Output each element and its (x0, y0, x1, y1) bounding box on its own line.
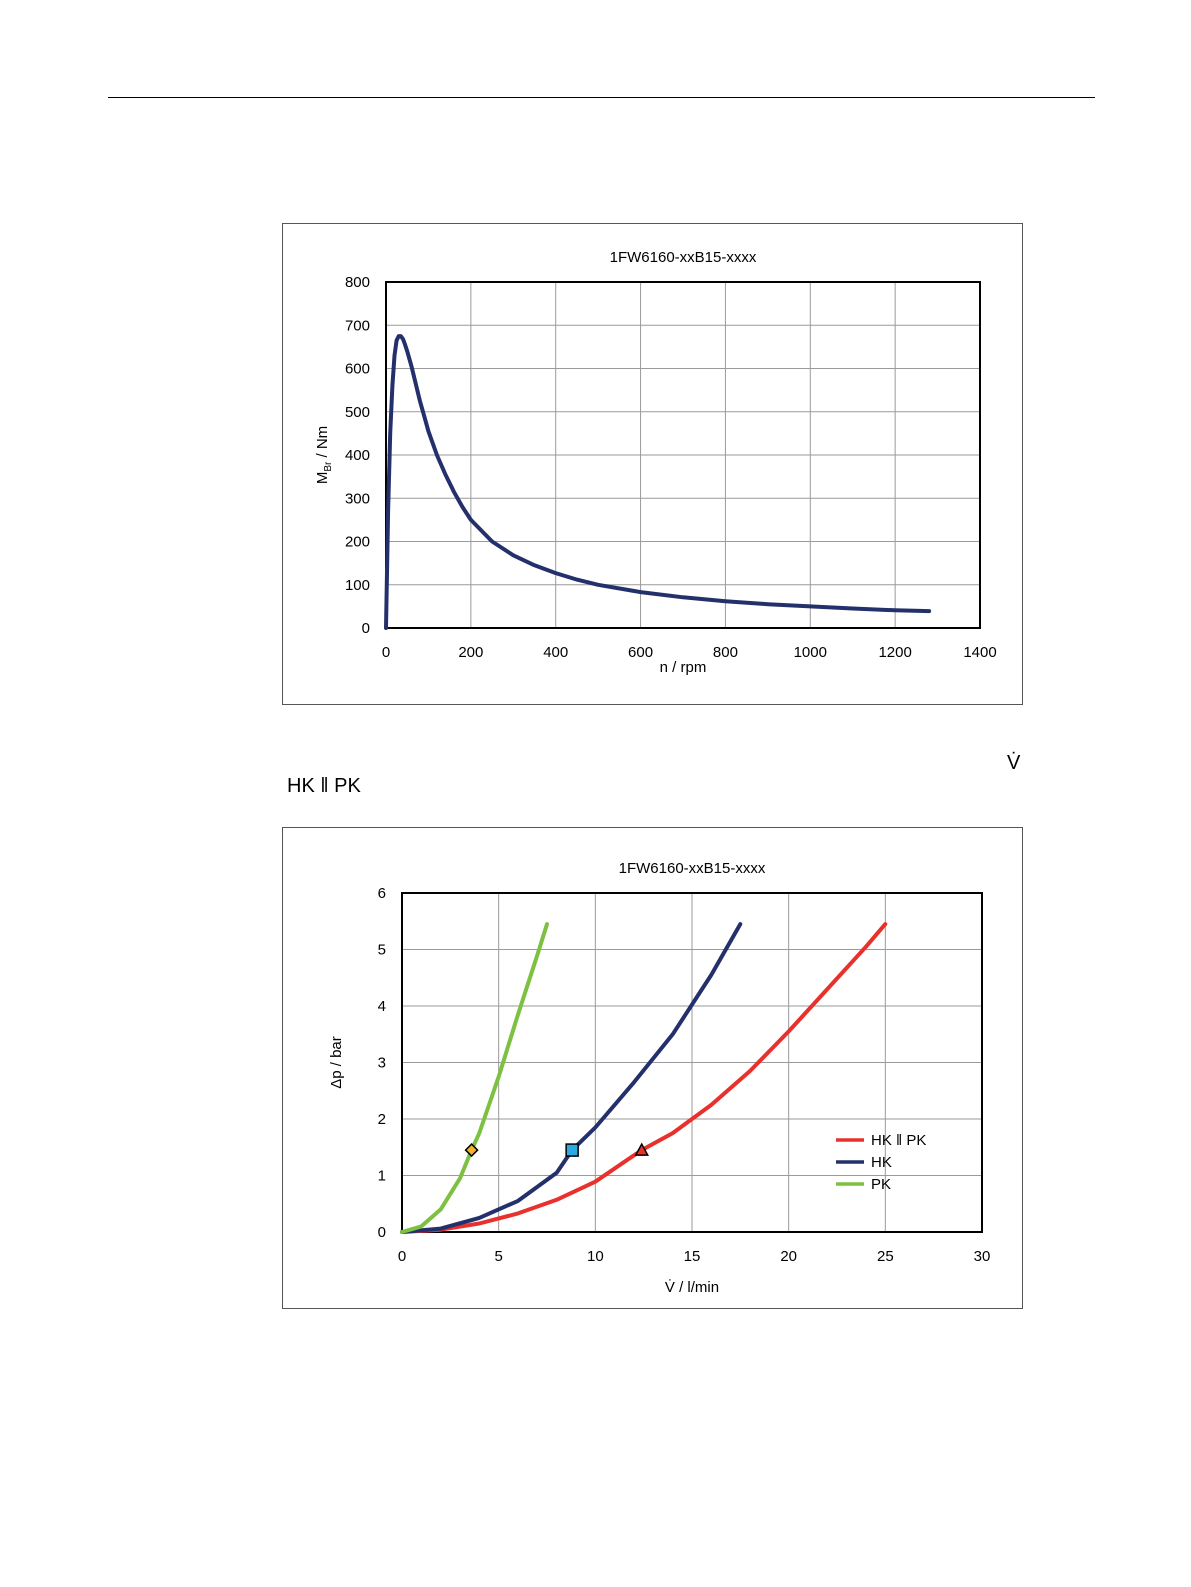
x-tick-label: 1200 (878, 644, 911, 661)
section-label: HK ‖ PK (287, 775, 361, 797)
legend-label: HK (871, 1154, 892, 1171)
y-tick-label: 0 (362, 620, 370, 637)
x-axis-label: V̇ / l/min (665, 1279, 719, 1296)
y-tick-label: 100 (345, 577, 370, 594)
x-tick-label: 0 (382, 644, 390, 661)
y-tick-label: 5 (378, 942, 386, 959)
operating-point-marker (464, 1143, 479, 1158)
braking-torque-chart: 1FW6160-xxB15-xxxx 0 200 400 600 800 1000 1200 1… (282, 223, 1023, 705)
x-tick-label: 20 (780, 1248, 797, 1265)
series-line (400, 922, 549, 1234)
y-tick-label: 500 (345, 404, 370, 421)
x-tick-label: 1400 (963, 644, 996, 661)
y-axis-label: Δp / bar (328, 1036, 345, 1089)
x-tick-label: 600 (628, 644, 653, 661)
y-tick-label: 3 (378, 1055, 386, 1072)
x-tick-label: 25 (877, 1248, 894, 1265)
x-tick-label: 1000 (794, 644, 827, 661)
x-tick-label: 5 (494, 1248, 502, 1265)
page-header-rule (108, 97, 1095, 98)
chart-title: 1FW6160-xxB15-xxxx (619, 860, 766, 877)
y-tick-label: 4 (378, 998, 386, 1015)
series-line (400, 922, 888, 1234)
plot-area-border (401, 892, 983, 1233)
y-tick-label: 1 (378, 1168, 386, 1185)
x-tick-label: 0 (398, 1248, 406, 1265)
y-tick-label: 800 (345, 274, 370, 291)
x-tick-label: 10 (587, 1248, 604, 1265)
y-tick-label: 600 (345, 361, 370, 378)
legend-label: PK (871, 1176, 891, 1193)
legend-label: HK ‖ PK (871, 1132, 926, 1149)
operating-point-marker (565, 1143, 579, 1157)
x-tick-label: 200 (458, 644, 483, 661)
operating-point-marker (634, 1142, 649, 1156)
y-tick-label: 400 (345, 447, 370, 464)
y-axis-label: MBr / Nm (314, 426, 334, 484)
series-line (400, 922, 743, 1234)
series-line (384, 334, 932, 630)
y-tick-label: 0 (378, 1224, 386, 1241)
x-tick-label: 15 (684, 1248, 701, 1265)
chart-title: 1FW6160-xxB15-xxxx (610, 249, 757, 266)
flow-rate-symbol: V̇ (1007, 752, 1021, 774)
y-tick-label: 6 (378, 885, 386, 902)
y-tick-label: 2 (378, 1111, 386, 1128)
x-axis-label: n / rpm (660, 659, 707, 676)
y-tick-label: 300 (345, 490, 370, 507)
y-tick-label: 200 (345, 534, 370, 551)
plot-area-border (385, 281, 981, 629)
y-tick-label: 700 (345, 317, 370, 334)
x-tick-label: 30 (974, 1248, 991, 1265)
pressure-drop-chart-svg: 1FW6160-xxB15-xxxx 0 5 10 15 20 25 30 0 1 2 3 4 5 6 V̇ … (328, 860, 991, 1296)
x-tick-label: 800 (713, 644, 738, 661)
x-tick-label: 400 (543, 644, 568, 661)
pressure-drop-chart: 1FW6160-xxB15-xxxx 0 5 10 15 20 25 30 0 1 2 3 4 5 6 V̇ … (282, 827, 1023, 1309)
